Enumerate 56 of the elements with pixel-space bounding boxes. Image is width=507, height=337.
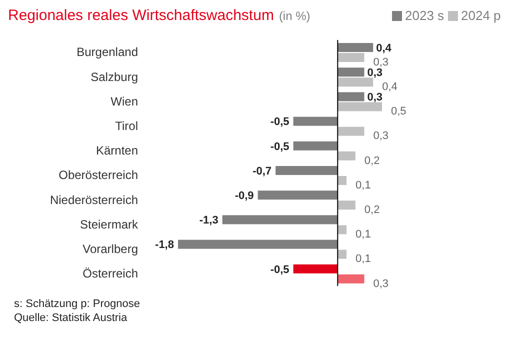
data-label: 0,2 bbox=[364, 204, 380, 216]
bar bbox=[338, 176, 347, 185]
data-label: 0,3 bbox=[373, 130, 389, 142]
data-label: -0,7 bbox=[252, 165, 272, 178]
data-label: -1,3 bbox=[199, 214, 218, 227]
legend-label: 2024 p bbox=[461, 8, 501, 23]
data-label: 0,5 bbox=[391, 106, 406, 118]
data-label: 0,4 bbox=[376, 42, 392, 54]
chart-subtitle: (in %) bbox=[278, 9, 310, 23]
bar bbox=[258, 190, 338, 200]
bar bbox=[293, 116, 338, 126]
data-label: 0,1 bbox=[356, 179, 371, 192]
y-tick-label: Salzburg bbox=[90, 70, 138, 84]
bar bbox=[338, 250, 347, 259]
y-tick-label: Niederösterreich bbox=[50, 192, 138, 207]
bar bbox=[338, 126, 364, 136]
y-tick-label: Kärnten bbox=[96, 144, 138, 158]
bar bbox=[178, 240, 338, 249]
bar bbox=[276, 166, 338, 175]
bar bbox=[338, 92, 364, 102]
data-label: -0,5 bbox=[270, 140, 290, 153]
data-label: -0,5 bbox=[270, 264, 290, 276]
y-tick-label: Burgenland bbox=[76, 45, 138, 60]
bar bbox=[222, 215, 338, 224]
data-label: 0,1 bbox=[356, 228, 371, 241]
bar bbox=[338, 78, 374, 87]
bar bbox=[338, 225, 347, 234]
y-tick-label: Oberösterreich bbox=[58, 168, 138, 182]
data-label: 0,1 bbox=[356, 253, 371, 266]
y-tick-label: Österreich bbox=[82, 266, 138, 281]
y-tick-label: Vorarlberg bbox=[82, 242, 138, 256]
bar bbox=[338, 43, 374, 52]
data-label: 0,4 bbox=[382, 80, 398, 93]
y-tick-label: Wien bbox=[110, 94, 138, 108]
y-tick-label: Steiermark bbox=[80, 217, 139, 232]
bar bbox=[338, 151, 356, 160]
data-label: 0,2 bbox=[364, 154, 380, 167]
data-label: 0,3 bbox=[367, 92, 383, 104]
bar bbox=[338, 68, 364, 77]
bar bbox=[338, 102, 382, 112]
y-tick-label: Tirol bbox=[115, 119, 138, 133]
bar bbox=[293, 264, 338, 274]
data-label: -0,5 bbox=[270, 116, 290, 128]
source-note: Quelle: Statistik Austria bbox=[14, 312, 128, 324]
bar bbox=[293, 141, 338, 150]
data-label: -0,9 bbox=[234, 190, 254, 202]
bar bbox=[338, 274, 364, 284]
chart-title: Regionales reales Wirtschaftswachstum bbox=[8, 7, 274, 24]
data-label: 0,3 bbox=[373, 56, 389, 68]
text: s: Schätzung p: Prognose bbox=[14, 298, 140, 310]
data-label: 0,3 bbox=[373, 278, 389, 290]
legend-label: 2023 s bbox=[405, 8, 445, 23]
bar bbox=[338, 200, 356, 210]
data-label: -1,8 bbox=[155, 239, 174, 252]
data-label: 0,3 bbox=[367, 66, 383, 79]
bar bbox=[338, 53, 364, 62]
